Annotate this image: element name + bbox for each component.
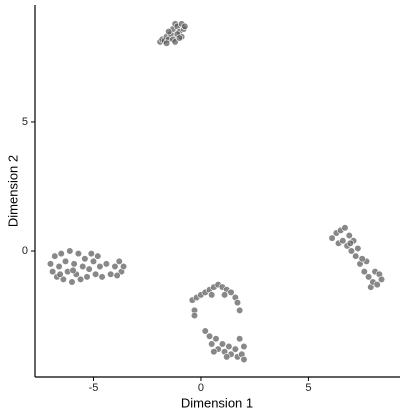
point bbox=[113, 271, 121, 280]
point bbox=[231, 345, 239, 353]
x-axis-title: Dimension 1 bbox=[181, 395, 253, 410]
point bbox=[225, 342, 233, 351]
point bbox=[240, 355, 248, 364]
point bbox=[377, 275, 386, 284]
point bbox=[81, 255, 89, 263]
point bbox=[341, 224, 349, 232]
point bbox=[55, 262, 63, 271]
point bbox=[358, 255, 366, 263]
point bbox=[111, 262, 119, 271]
point bbox=[115, 257, 123, 265]
point bbox=[87, 250, 95, 258]
point bbox=[210, 348, 218, 356]
point bbox=[373, 280, 381, 289]
x-tick-label: 5 bbox=[305, 382, 311, 394]
point bbox=[51, 252, 59, 260]
point bbox=[66, 247, 74, 255]
point bbox=[205, 332, 214, 340]
point bbox=[119, 262, 128, 271]
point bbox=[345, 231, 353, 240]
point bbox=[223, 353, 231, 361]
point bbox=[339, 237, 347, 245]
y-tick-label: 0 bbox=[22, 245, 28, 257]
point bbox=[92, 270, 100, 278]
point bbox=[236, 335, 244, 343]
x-tick-label: -5 bbox=[89, 382, 99, 394]
point bbox=[218, 340, 227, 348]
point bbox=[165, 27, 173, 36]
point bbox=[61, 257, 70, 265]
point bbox=[346, 239, 354, 247]
point bbox=[240, 342, 248, 351]
point bbox=[68, 278, 76, 286]
point bbox=[365, 273, 373, 281]
y-axis-title: Dimension 2 bbox=[5, 155, 20, 227]
point bbox=[162, 39, 171, 47]
point bbox=[94, 252, 102, 260]
point bbox=[74, 250, 83, 258]
point bbox=[102, 260, 110, 268]
point bbox=[201, 327, 209, 335]
point bbox=[190, 311, 199, 320]
point bbox=[236, 306, 244, 314]
point bbox=[233, 299, 242, 307]
point bbox=[57, 250, 65, 258]
point bbox=[70, 260, 78, 268]
point bbox=[347, 247, 356, 255]
point bbox=[175, 34, 184, 42]
point bbox=[107, 270, 115, 278]
point bbox=[354, 244, 362, 253]
point bbox=[352, 252, 360, 260]
point bbox=[98, 273, 106, 281]
point bbox=[46, 260, 55, 268]
point bbox=[76, 275, 85, 284]
point bbox=[96, 262, 104, 271]
point bbox=[220, 291, 229, 299]
point bbox=[79, 262, 87, 271]
point bbox=[360, 268, 368, 276]
point bbox=[56, 270, 64, 278]
point bbox=[212, 335, 220, 343]
point bbox=[59, 275, 67, 284]
point bbox=[83, 273, 91, 281]
point bbox=[181, 22, 189, 31]
point bbox=[85, 265, 93, 273]
point bbox=[328, 234, 336, 242]
point bbox=[69, 266, 77, 274]
point bbox=[89, 257, 98, 265]
point bbox=[227, 288, 235, 296]
point bbox=[208, 291, 216, 299]
point bbox=[49, 268, 57, 276]
y-tick-label: 5 bbox=[22, 116, 28, 128]
point bbox=[208, 340, 216, 348]
x-tick-label: 0 bbox=[198, 382, 204, 394]
